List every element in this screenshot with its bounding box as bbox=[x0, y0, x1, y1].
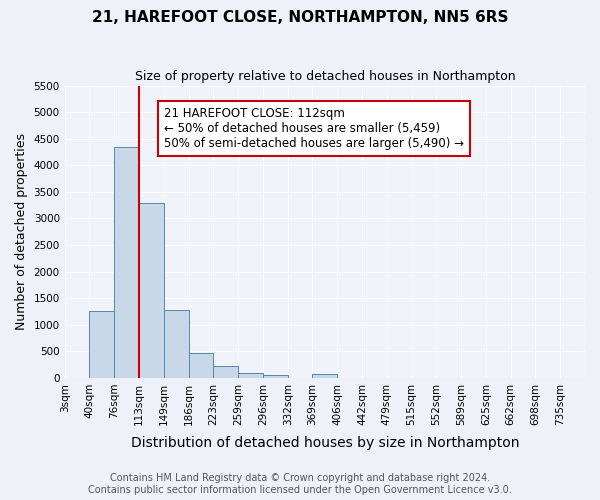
Bar bbox=[214, 366, 238, 378]
Text: Contains HM Land Registry data © Crown copyright and database right 2024.
Contai: Contains HM Land Registry data © Crown c… bbox=[88, 474, 512, 495]
Title: Size of property relative to detached houses in Northampton: Size of property relative to detached ho… bbox=[134, 70, 515, 83]
X-axis label: Distribution of detached houses by size in Northampton: Distribution of detached houses by size … bbox=[131, 436, 519, 450]
Bar bbox=[188, 352, 214, 378]
Text: 21, HAREFOOT CLOSE, NORTHAMPTON, NN5 6RS: 21, HAREFOOT CLOSE, NORTHAMPTON, NN5 6RS bbox=[92, 10, 508, 25]
Y-axis label: Number of detached properties: Number of detached properties bbox=[15, 133, 28, 330]
Bar bbox=[114, 146, 139, 378]
Bar bbox=[139, 203, 164, 378]
Bar bbox=[164, 310, 188, 378]
Text: 21 HAREFOOT CLOSE: 112sqm
← 50% of detached houses are smaller (5,459)
50% of se: 21 HAREFOOT CLOSE: 112sqm ← 50% of detac… bbox=[164, 107, 464, 150]
Bar bbox=[238, 373, 263, 378]
Bar bbox=[313, 374, 337, 378]
Bar bbox=[263, 375, 287, 378]
Bar bbox=[89, 312, 114, 378]
